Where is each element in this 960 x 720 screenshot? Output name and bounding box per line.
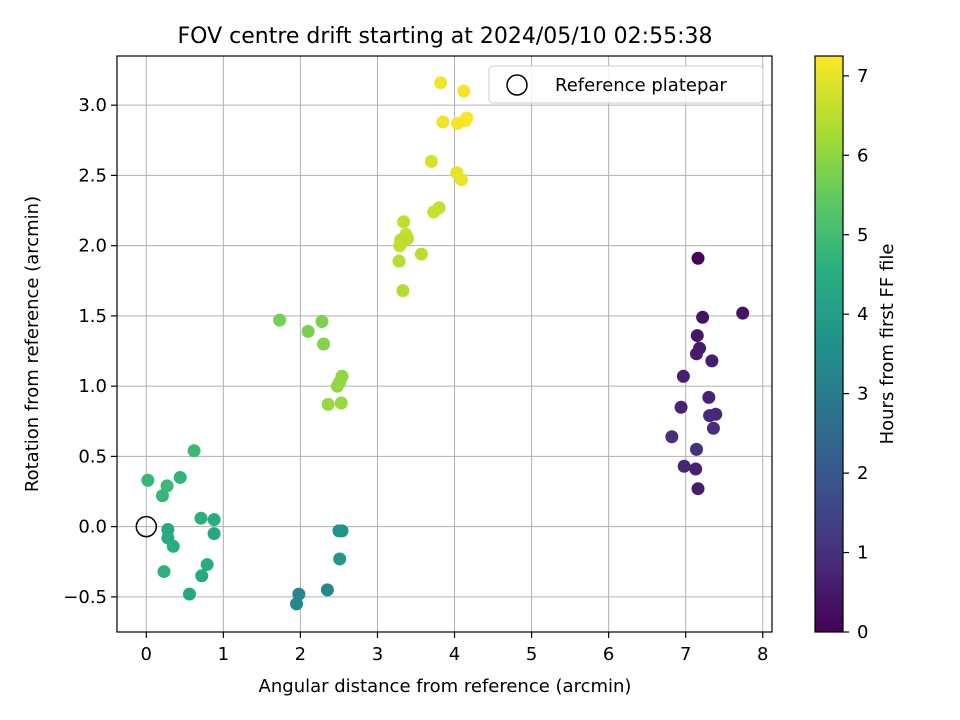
data-points (141, 76, 750, 611)
colorbar-tick-label: 1 (857, 543, 868, 564)
data-point (691, 251, 705, 265)
data-point (290, 597, 304, 611)
data-point (315, 315, 329, 329)
data-point (691, 482, 705, 496)
data-point (292, 587, 306, 601)
legend-entry-reference: Reference platepar (555, 75, 727, 96)
x-tick-label: 5 (526, 644, 537, 665)
plot-frame (116, 55, 773, 633)
data-point (321, 397, 335, 411)
y-tick-label: 0.5 (78, 446, 107, 467)
colorbar-tick-label: 2 (857, 463, 868, 484)
data-point (454, 173, 468, 187)
data-point (155, 489, 169, 503)
data-point (320, 583, 334, 597)
x-tick-label: 1 (218, 644, 229, 665)
data-point (703, 409, 717, 423)
colorbar: 0 1 2 3 4 5 6 7 Hours from first FF file (814, 55, 898, 643)
data-point (427, 205, 441, 219)
x-axis-ticks: 0 1 2 3 4 5 6 7 8 (141, 632, 768, 665)
data-point (674, 400, 688, 414)
y-tick-label: 0.0 (78, 517, 107, 538)
data-point (207, 513, 221, 527)
data-point (330, 379, 344, 393)
y-tick-label: 1.0 (78, 376, 107, 397)
data-point (194, 511, 208, 525)
data-point (434, 76, 448, 90)
data-point (451, 116, 465, 130)
data-point (424, 154, 438, 168)
data-point (665, 430, 679, 444)
data-point (736, 306, 750, 320)
colorbar-frame (814, 55, 844, 633)
data-point (414, 247, 428, 261)
y-tick-label: 3.0 (78, 95, 107, 116)
y-tick-label: 1.5 (78, 306, 107, 327)
x-tick-label: 7 (680, 644, 691, 665)
data-point (676, 369, 690, 383)
data-point (392, 254, 406, 268)
colorbar-ticks: 0 1 2 3 4 5 6 7 (843, 66, 868, 643)
x-tick-label: 6 (603, 644, 614, 665)
reference-platepar-marker (135, 515, 158, 538)
x-tick-label: 4 (449, 644, 460, 665)
data-point (182, 587, 196, 601)
data-point (689, 442, 703, 456)
data-point (436, 115, 450, 129)
data-point (690, 329, 704, 343)
data-point (200, 558, 214, 572)
colorbar-tick-label: 4 (857, 304, 868, 325)
legend-marker-icon (506, 74, 528, 96)
y-tick-label: −0.5 (63, 587, 107, 608)
data-point (317, 337, 331, 351)
data-point (396, 284, 410, 298)
grid-lines (117, 56, 772, 632)
colorbar-tick-label: 3 (857, 384, 868, 405)
y-axis-label: Rotation from reference (arcmin) (22, 196, 43, 492)
colorbar-tick-label: 7 (857, 66, 868, 87)
legend: Reference platepar (488, 65, 764, 104)
data-point (187, 444, 201, 458)
colorbar-label: Hours from first FF file (877, 244, 898, 445)
x-tick-label: 8 (757, 644, 768, 665)
chart-title: FOV centre drift starting at 2024/05/10 … (178, 24, 713, 49)
reference-marker (135, 515, 158, 538)
x-tick-label: 0 (141, 644, 152, 665)
data-point (207, 527, 221, 541)
colorbar-tick-label: 0 (857, 622, 868, 643)
data-point (397, 215, 411, 229)
colorbar-gradient (815, 56, 843, 632)
y-tick-label: 2.5 (78, 165, 107, 186)
data-point (301, 324, 315, 338)
data-point (702, 390, 716, 404)
data-point (457, 84, 471, 98)
colorbar-tick-label: 6 (857, 145, 868, 166)
data-point (689, 462, 703, 476)
plot-area: 0 1 2 3 4 5 6 7 8 −0.5 0.0 0.5 1.0 1.5 2.0 2.5 3.0 (63, 55, 773, 665)
data-point (706, 421, 720, 435)
y-axis-ticks: −0.5 0.0 0.5 1.0 1.5 2.0 2.5 3.0 (63, 95, 117, 608)
data-point (173, 470, 187, 484)
data-point (141, 473, 155, 487)
data-point (273, 313, 287, 327)
colorbar-tick-label: 5 (857, 225, 868, 246)
data-point (696, 310, 710, 324)
data-point (689, 347, 703, 361)
data-point (335, 524, 349, 538)
data-point (157, 565, 171, 579)
data-point (160, 479, 174, 493)
data-point (195, 569, 209, 583)
data-point (334, 396, 348, 410)
y-tick-label: 2.0 (78, 236, 107, 257)
x-axis-label: Angular distance from reference (arcmin) (259, 676, 632, 697)
x-tick-label: 2 (295, 644, 306, 665)
x-tick-label: 3 (372, 644, 383, 665)
data-point (333, 552, 347, 566)
legend-box (488, 65, 764, 104)
data-point (705, 354, 719, 368)
data-point (677, 459, 691, 473)
data-point (393, 239, 407, 253)
data-point (166, 539, 180, 553)
